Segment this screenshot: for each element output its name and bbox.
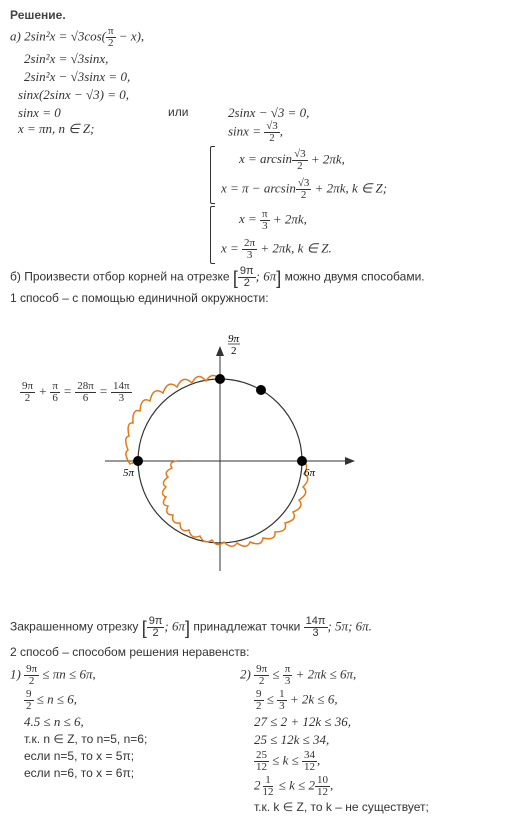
case-row-1: sinx = 0 или 2sinx − √3 = 0, xyxy=(10,105,511,121)
system-1: x = arcsin√32 + 2πk, x = π − arcsin√32 +… xyxy=(210,146,511,204)
eq-a1: а) 2sin²x = √3cos(π2 − x), xyxy=(10,26,511,49)
diagram-sum-label: 9π2 + π6 = 28π6 = 14π3 xyxy=(20,381,132,404)
eq-a4: sinx(2sinx − √3) = 0, xyxy=(10,87,511,103)
ineq-columns: 1) 9π2 ≤ πn ≤ 6π, 92 ≤ n ≤ 6, 4.5 ≤ n ≤ … xyxy=(10,662,511,817)
result-line: Закрашенному отрезку [9π2; 6π] принадлеж… xyxy=(10,616,511,639)
eq-a3: 2sin²x − √3sinx = 0, xyxy=(10,69,511,85)
svg-text:9π: 9π xyxy=(228,333,240,345)
case-left-1: sinx = 0 xyxy=(10,105,168,121)
svg-text:6π: 6π xyxy=(304,467,316,479)
svg-text:5π: 5π xyxy=(123,467,135,479)
svg-text:2: 2 xyxy=(231,345,237,357)
system-2: x = π3 + 2πk, x = 2π3 + 2πk, k ∈ Z. xyxy=(210,206,511,264)
case-right-2: sinx = √32, xyxy=(228,121,283,144)
method-2-title: 2 способ – способом решения неравенств: xyxy=(10,645,511,660)
solution-heading: Решение. xyxy=(10,8,511,22)
or-word: или xyxy=(168,105,228,121)
part-b-intro: б) Произвести отбор корней на отрезке [9… xyxy=(10,266,511,289)
method-1-title: 1 способ – с помощью единичной окружност… xyxy=(10,291,511,306)
case-left-2: x = πn, n ∈ Z; xyxy=(10,121,228,144)
unit-circle-diagram: 9π 2 5π 6π 9π2 + π6 = 28π6 = 14π3 xyxy=(10,316,511,596)
case-row-2: x = πn, n ∈ Z; sinx = √32, xyxy=(10,121,511,144)
case-right-1: 2sinx − √3 = 0, xyxy=(228,105,309,121)
eq-a2: 2sin²x = √3sinx, xyxy=(10,51,511,67)
